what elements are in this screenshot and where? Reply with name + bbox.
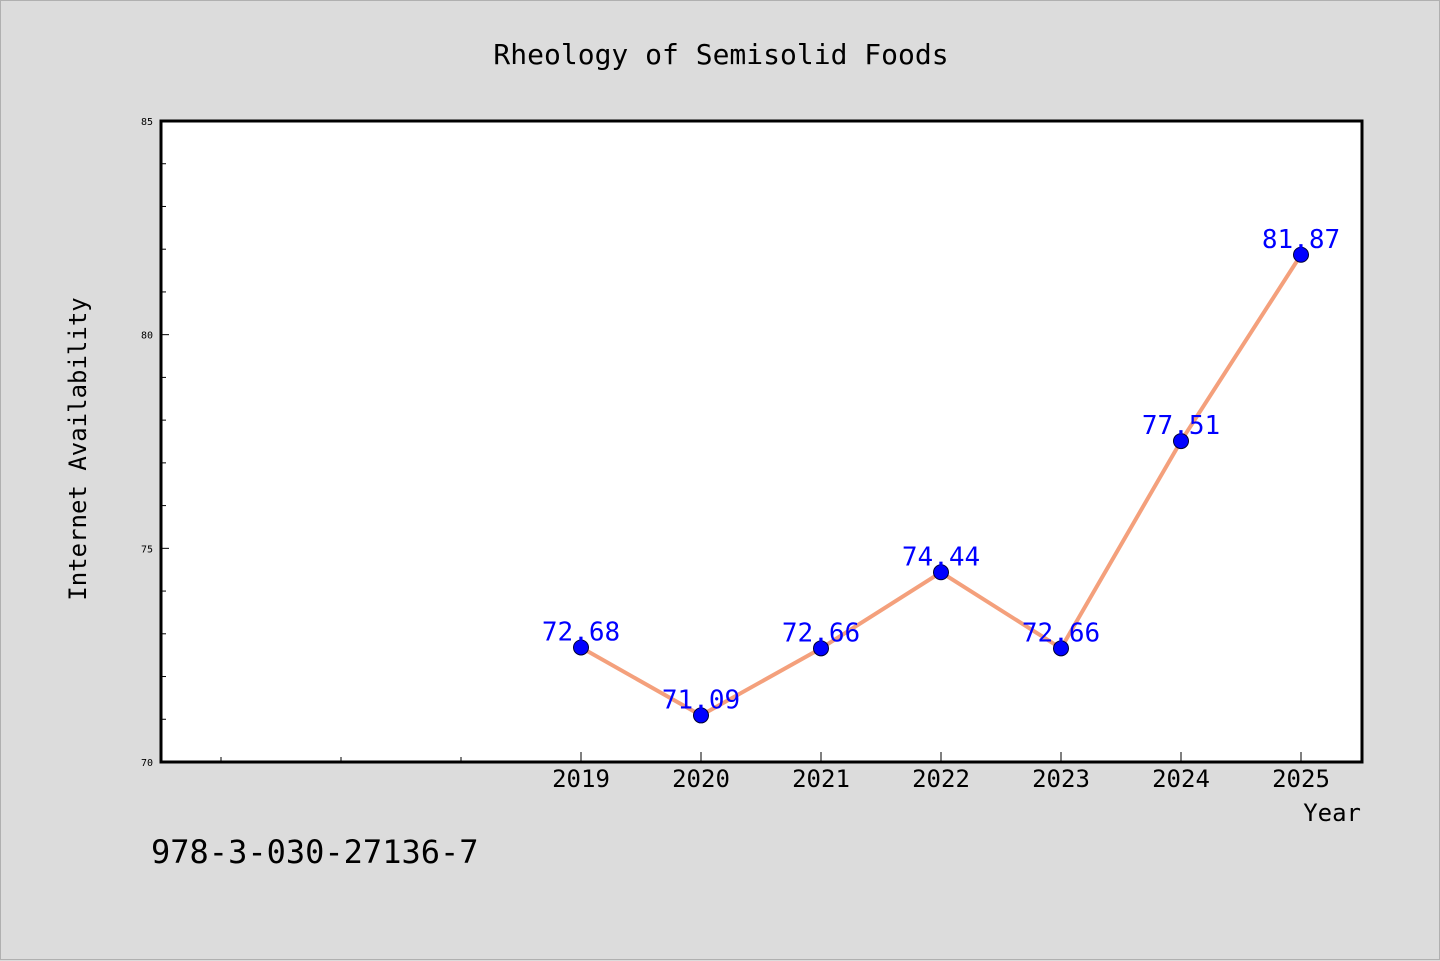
data-label: 81.87 [1262, 225, 1340, 255]
data-label: 72.66 [782, 618, 860, 648]
x-tick-label: 2020 [672, 765, 730, 793]
data-point [813, 640, 829, 657]
y-tick-label: 85 [141, 117, 153, 128]
data-label: 71.09 [662, 685, 740, 715]
x-tick-label: 2019 [552, 765, 610, 793]
x-tick-label: 2021 [792, 765, 850, 793]
x-tick-label: 2022 [912, 765, 970, 793]
series-layer: 72.68 71.09 72.66 74.44 72.66 77.51 81.87 [542, 225, 1340, 724]
x-axis: 2019 2020 2021 2022 2023 2024 2025 [220, 752, 1330, 793]
x-tick-label: 2024 [1152, 765, 1210, 793]
data-point [933, 564, 949, 581]
data-point [1173, 433, 1189, 450]
x-axis-label: Year [1303, 799, 1361, 827]
x-tick-label: 2025 [1272, 765, 1330, 793]
y-axis: 70 75 80 85 [141, 117, 169, 769]
data-point [573, 639, 589, 656]
data-label: 74.44 [902, 542, 980, 572]
isbn-text: 978-3-030-27136-7 [151, 833, 479, 871]
data-label: 72.66 [1022, 618, 1100, 648]
y-tick-label: 75 [141, 544, 153, 555]
data-point [1293, 246, 1309, 263]
y-axis-label: Internet Availability [64, 297, 92, 600]
chart-title: Rheology of Semisolid Foods [493, 38, 948, 71]
data-point [1053, 640, 1069, 657]
y-tick-label: 80 [141, 331, 153, 342]
data-label: 77.51 [1142, 411, 1220, 441]
x-tick-label: 2023 [1032, 765, 1090, 793]
data-label: 72.68 [542, 617, 620, 647]
y-tick-label: 70 [141, 758, 153, 769]
data-point [693, 707, 709, 724]
plot-area [159, 119, 1364, 764]
